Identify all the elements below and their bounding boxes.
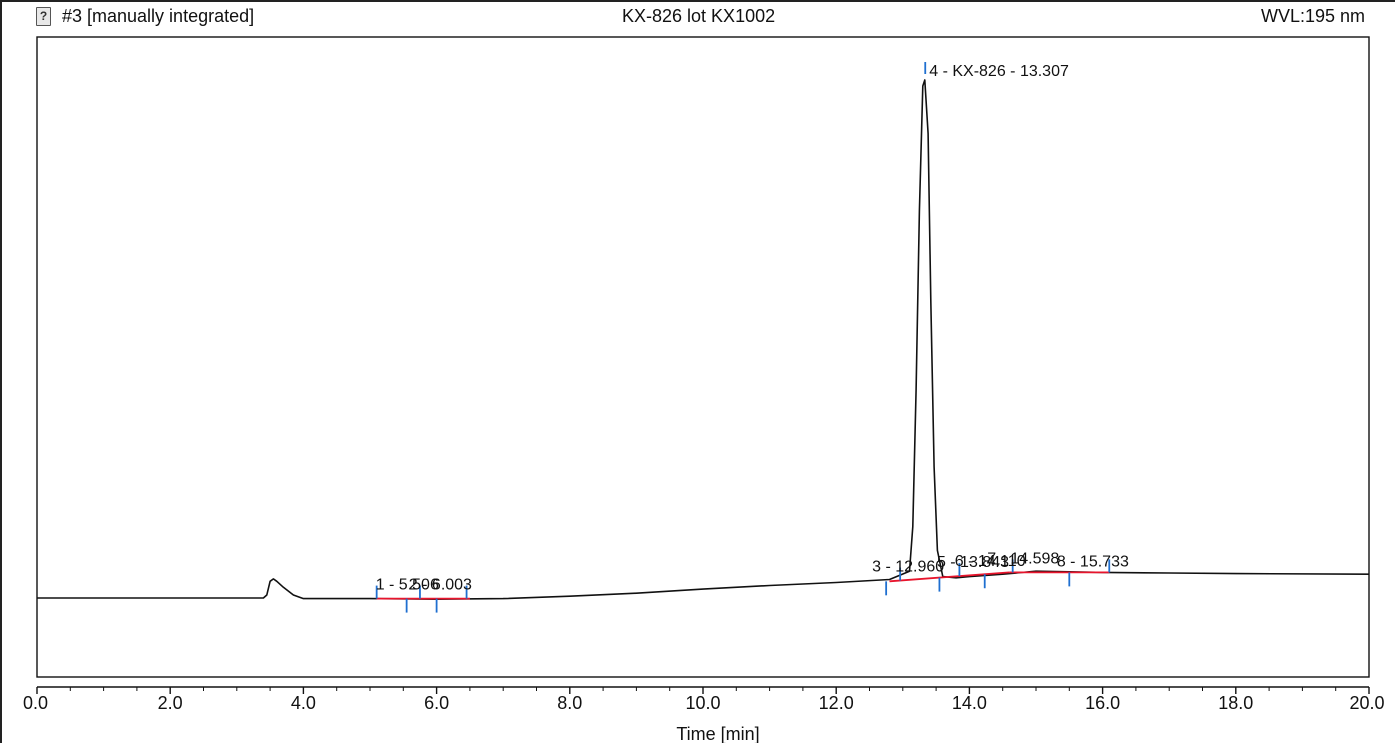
x-tick-label: 6.0 bbox=[424, 693, 449, 713]
x-tick-label: 10.0 bbox=[685, 693, 720, 713]
chart-title: KX-826 lot KX1002 bbox=[622, 6, 776, 26]
peak-label: 8 - 15.733 bbox=[1057, 553, 1129, 570]
x-tick-label: 4.0 bbox=[291, 693, 316, 713]
x-tick-label: 18.0 bbox=[1218, 693, 1253, 713]
peak-label: 4 - KX-826 - 13.307 bbox=[929, 63, 1069, 80]
x-tick-label: 2.0 bbox=[158, 693, 183, 713]
question-document-icon: ? bbox=[36, 7, 51, 26]
wavelength-label: WVL:195 nm bbox=[1260, 6, 1365, 26]
x-tick-label: 12.0 bbox=[819, 693, 854, 713]
peak-label: 2 - 6.003 bbox=[409, 577, 472, 594]
x-tick-label: 14.0 bbox=[952, 693, 987, 713]
x-tick-label: 8.0 bbox=[557, 693, 582, 713]
chromatogram-name: #3 [manually integrated] bbox=[62, 6, 255, 26]
peak-label: 6 - 14.110 bbox=[955, 553, 1026, 570]
peak-label: 3 - 12.960 bbox=[872, 559, 944, 576]
left-border bbox=[0, 0, 2, 743]
peak-label: 1 - 5.506 bbox=[376, 577, 439, 594]
plot-frame bbox=[36, 36, 1370, 678]
x-tick-label: 16.0 bbox=[1085, 693, 1120, 713]
x-axis-label: Time [min] bbox=[676, 724, 759, 743]
x-tick-label: 0.0 bbox=[23, 693, 48, 713]
top-border bbox=[0, 0, 1395, 2]
integration-baseline bbox=[889, 571, 1010, 583]
chromatogram-trace bbox=[37, 79, 1370, 601]
x-tick-label: 20.0 bbox=[1349, 693, 1384, 713]
peak-label: 5 - 13.843 bbox=[937, 554, 1009, 571]
peak-label: 7 - 14.598 bbox=[987, 550, 1059, 567]
